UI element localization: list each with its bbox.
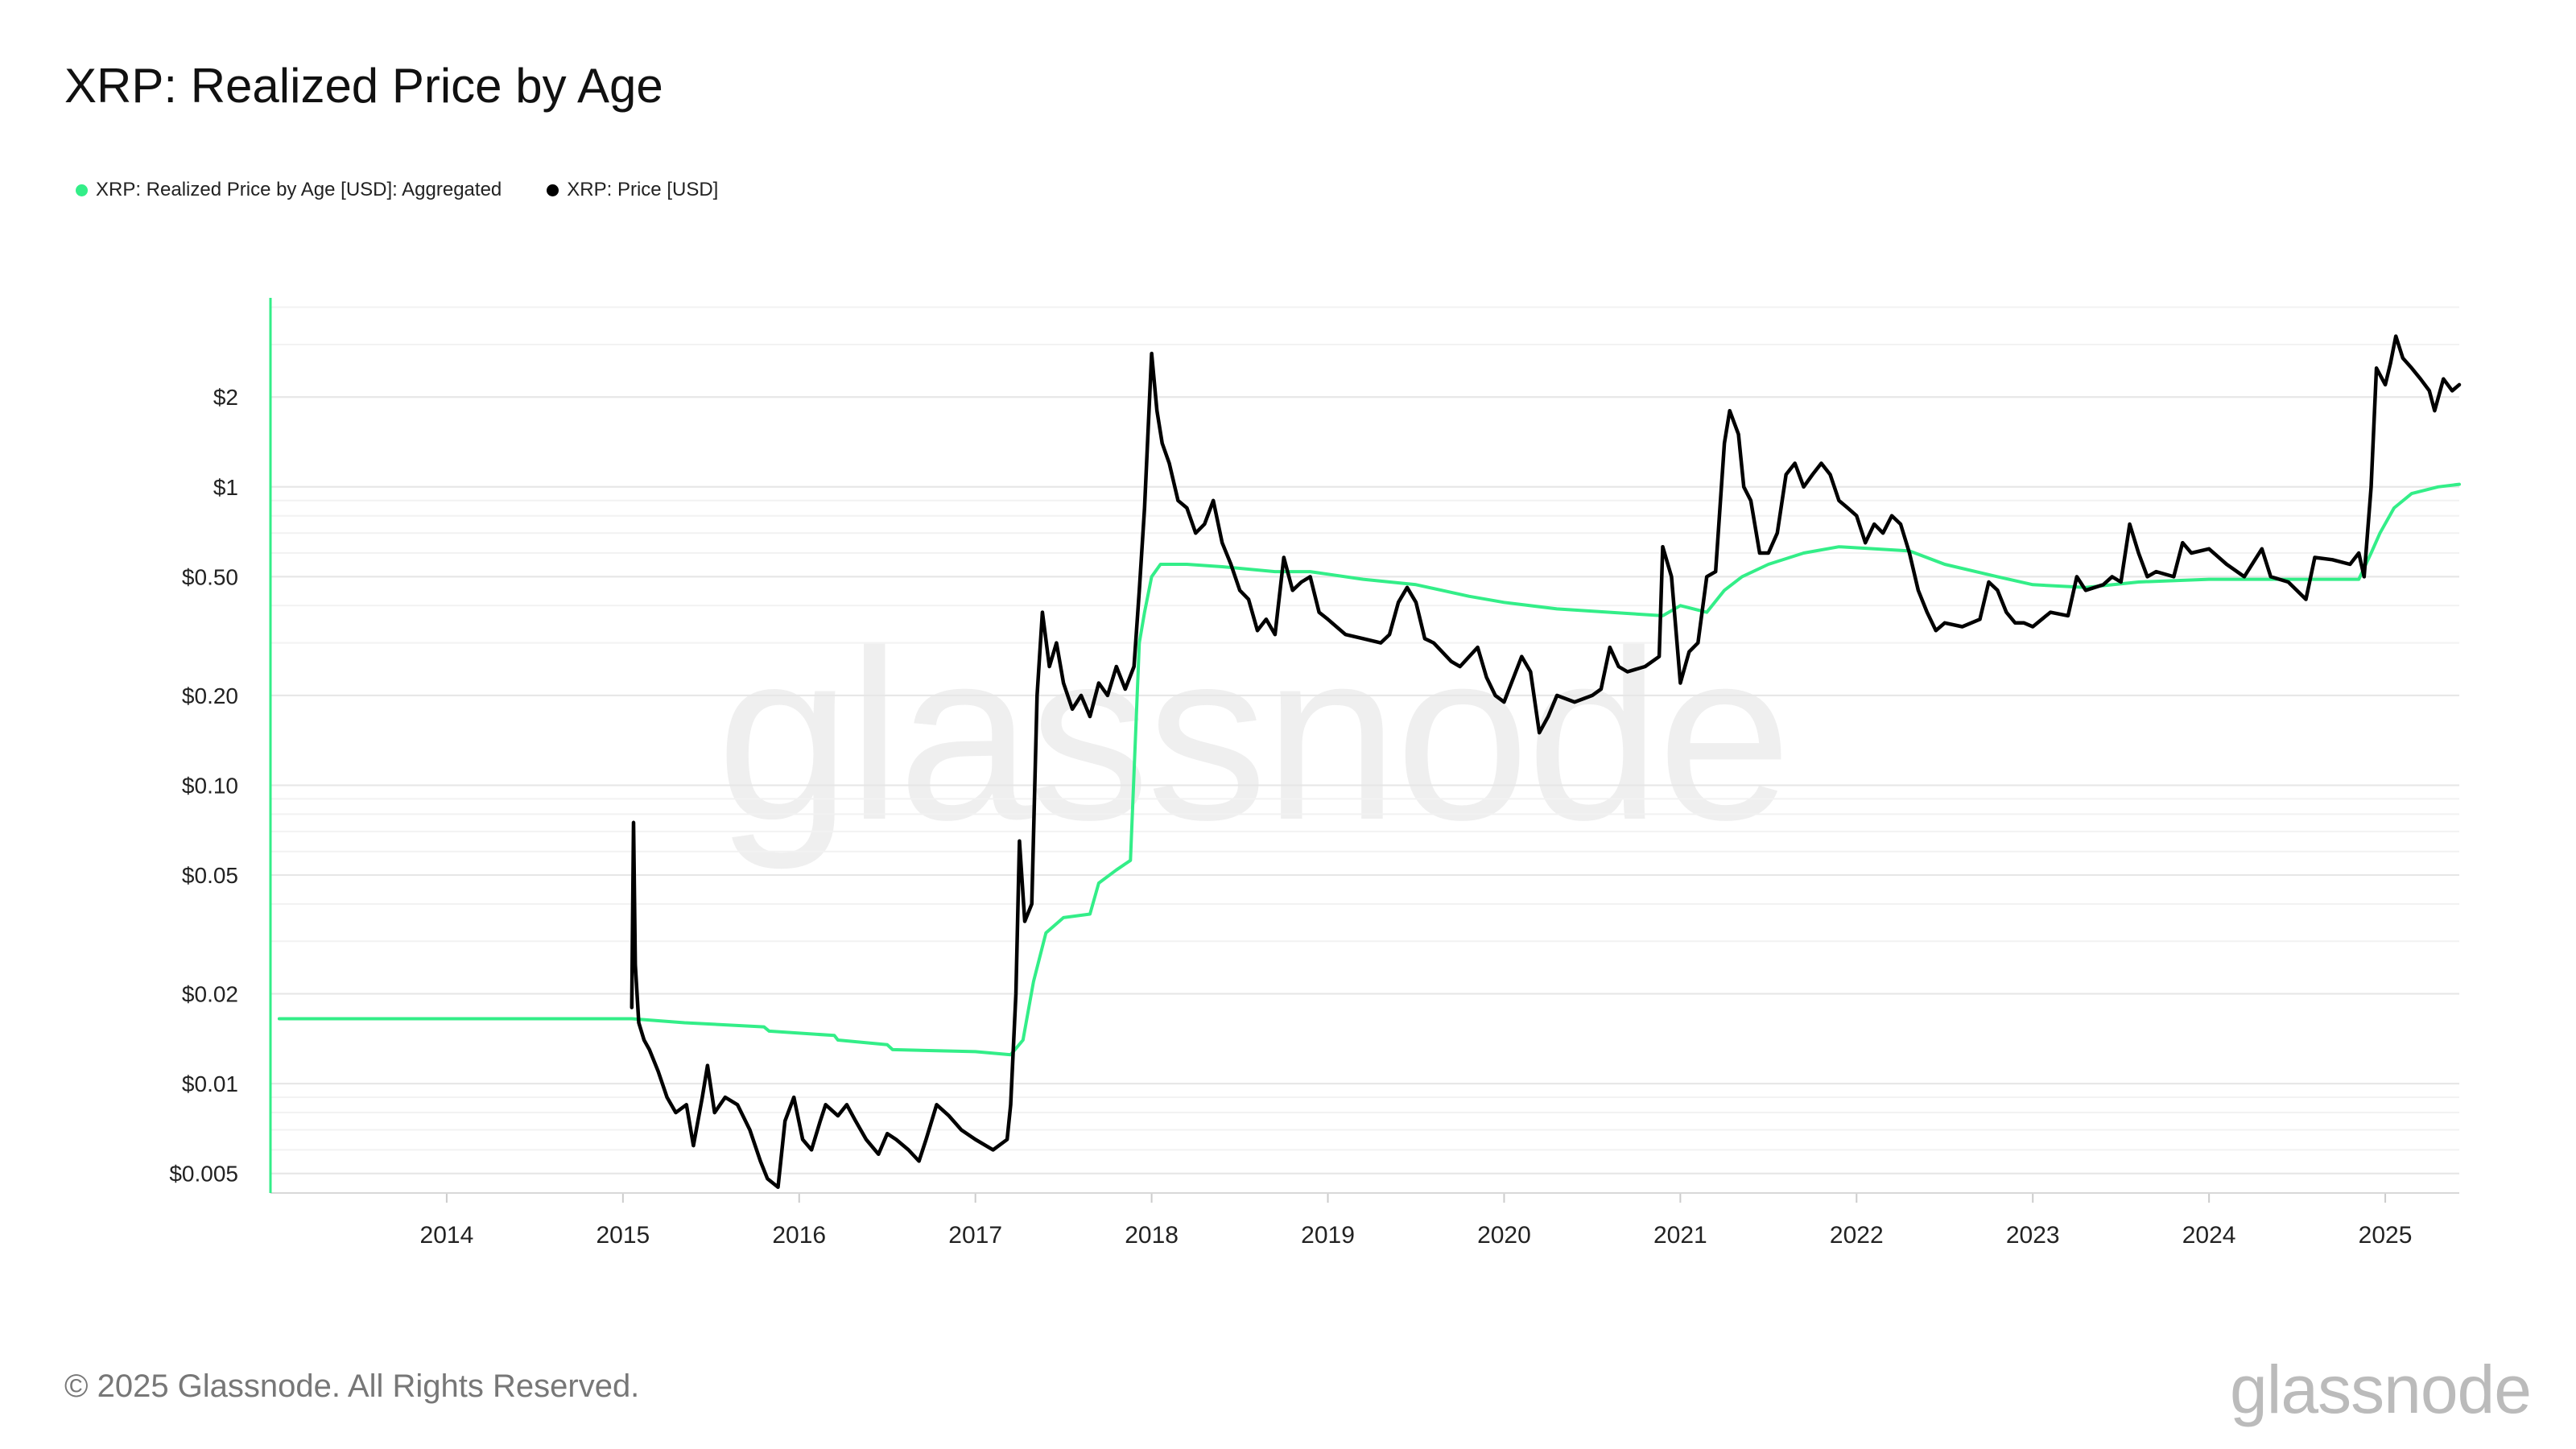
legend-dot-realized [76,184,88,196]
y-tick-label: $0.10 [182,773,238,798]
x-tick-label: 2020 [1477,1222,1531,1249]
x-tick-label: 2018 [1125,1222,1179,1249]
x-tick-label: 2022 [1830,1222,1884,1249]
x-tick-label: 2015 [596,1222,650,1249]
realized-price-line [277,482,2461,1057]
legend-label-price: XRP: Price [USD] [567,179,719,200]
x-tick-label: 2025 [2359,1222,2413,1249]
x-tick-label: 2023 [2006,1222,2060,1249]
legend-dot-price [547,184,559,196]
watermark: glassnode [716,600,1792,870]
y-tick-label: $0.02 [182,982,238,1007]
chart-title: XRP: Realized Price by Age [64,59,663,113]
x-tick-label: 2016 [772,1222,826,1249]
legend: XRP: Realized Price by Age [USD]: Aggreg… [76,179,763,201]
y-tick-label: $2 [213,385,238,410]
y-tick-label: $0.05 [182,863,238,888]
y-tick-label: $0.50 [182,564,238,589]
y-tick-label: $1 [213,475,238,500]
x-tick-label: 2017 [948,1222,1002,1249]
x-tick-label: 2021 [1653,1222,1707,1249]
price-line [630,334,2462,1189]
legend-label-realized: XRP: Realized Price by Age [USD]: Aggreg… [96,179,502,200]
y-tick-label: $0.005 [169,1162,238,1187]
x-tick-label: 2014 [420,1222,474,1249]
x-tick-label: 2024 [2182,1222,2236,1249]
copyright-footer: © 2025 Glassnode. All Rights Reserved. [64,1368,640,1404]
legend-item-realized[interactable]: XRP: Realized Price by Age [USD]: Aggreg… [76,179,502,201]
legend-item-price[interactable]: XRP: Price [USD] [547,179,718,201]
glassnode-logo: glassnode [2230,1352,2532,1427]
y-tick-label: $0.01 [182,1071,238,1096]
y-tick-label: $0.20 [182,683,238,708]
x-tick-label: 2019 [1301,1222,1355,1249]
